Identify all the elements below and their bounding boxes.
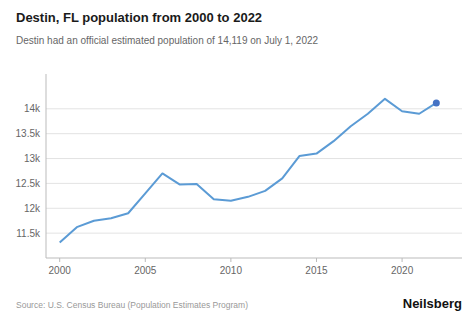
x-tick-label: 2010 (220, 265, 243, 276)
y-axis (46, 74, 47, 258)
x-tick-label: 2005 (134, 265, 157, 276)
x-axis (46, 258, 462, 259)
y-tick-label: 11.5k (16, 228, 41, 239)
y-tick-label: 12k (24, 203, 41, 214)
x-tick (59, 258, 60, 262)
grid-line (46, 183, 462, 184)
grid-line (46, 158, 462, 159)
y-tick-label: 12.5k (16, 178, 41, 189)
end-point (433, 99, 440, 106)
x-tick (145, 258, 146, 262)
y-grid (46, 109, 462, 233)
source: Source: U.S. Census Bureau (Population E… (16, 300, 248, 310)
plot-area (60, 99, 440, 243)
grid-line (46, 133, 462, 134)
x-tick-label: 2020 (391, 265, 414, 276)
x-tick (230, 258, 231, 262)
x-tick (316, 258, 317, 262)
y-tick-label: 14k (24, 103, 41, 114)
subtitle: Destin had an official estimated populat… (16, 35, 318, 46)
chart: Destin, FL population from 2000 to 2022 D… (0, 0, 474, 316)
y-tick-label: 13.5k (16, 128, 41, 139)
grid-line (46, 208, 462, 209)
brand: Neilsberg (403, 296, 462, 311)
population-line (60, 99, 437, 243)
x-tick-label: 2015 (305, 265, 328, 276)
x-tick (402, 258, 403, 262)
x-tick-label: 2000 (49, 265, 72, 276)
y-tick-label: 13k (24, 153, 41, 164)
grid-line (46, 233, 462, 234)
title: Destin, FL population from 2000 to 2022 (16, 10, 262, 25)
